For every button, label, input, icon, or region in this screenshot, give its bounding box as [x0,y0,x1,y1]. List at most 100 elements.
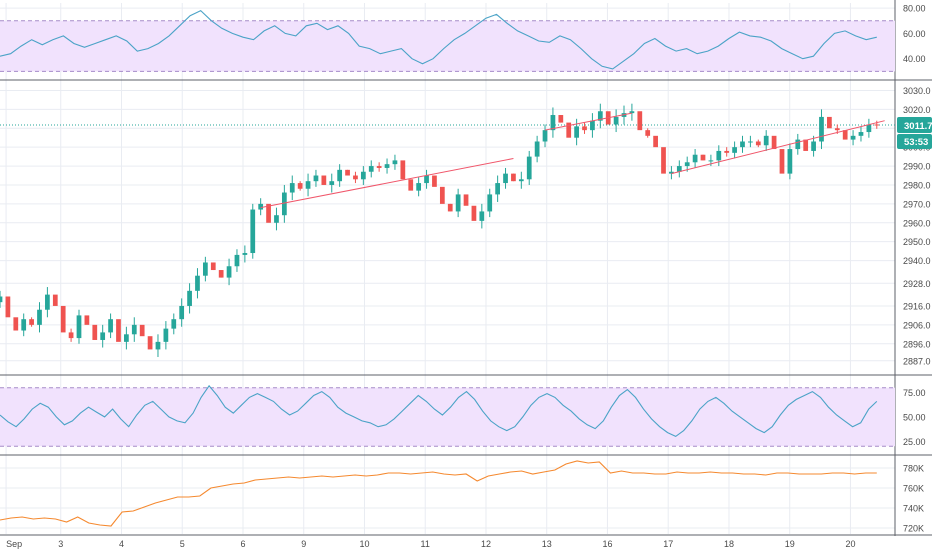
candle-body [518,179,524,182]
candle-body [874,124,880,126]
candle-body [21,319,27,331]
candle-body [329,181,335,185]
candle-body [566,122,572,138]
candle-body [210,262,216,271]
series-layer [0,9,885,527]
oscillator-top-tick-label: 40.00 [903,54,926,64]
candle-body [242,253,248,255]
price-tick-label: 2980.0 [903,180,931,190]
candle-body [503,173,508,184]
price-tag-bg [897,117,932,134]
candle-body [558,115,564,123]
volume-tick-label: 740K [903,504,924,514]
grid-layer [0,3,895,534]
x-tick-label: 19 [785,539,795,549]
x-tick-label: 3 [58,539,63,549]
x-tick-label: 11 [421,539,430,549]
candle-body [218,270,224,278]
candle-body [574,126,579,138]
price-tick-label: 3020.0 [903,105,931,115]
price-tick-label: 2887.0 [903,356,931,366]
candle-body [5,296,11,318]
price-tick-label: 3030.0 [903,86,931,96]
candle-body [45,294,50,310]
candle-body [195,275,200,291]
candle-body [771,135,777,150]
candle-body [187,290,192,306]
candle-body [716,150,722,161]
oscillator-top-tick-label: 80.00 [903,4,926,14]
candle-body [203,262,208,276]
candle-body [755,141,761,146]
candle-body [163,328,169,342]
candle-body [795,139,801,150]
candle-body [526,156,532,180]
trendline-2 [671,120,885,175]
candle-body [732,147,737,153]
candle-body [321,175,327,185]
candle-body [274,215,279,223]
candle-body [376,166,382,168]
candle-body [597,111,603,121]
candle-body [669,171,674,174]
candle-body [692,154,698,163]
candle-body [281,192,287,216]
x-tick-label: 4 [119,539,124,549]
candle-body [147,336,153,350]
candle-body [590,120,595,131]
candle-body [345,169,350,176]
candle-body [842,130,848,140]
rsi-tick-label: 25.00 [903,437,926,447]
price-tick-label: 2928.0 [903,279,931,289]
oscillator-top-tick-label: 60.00 [903,29,926,39]
candle-body [68,332,74,339]
price-tick-label: 2940.0 [903,256,931,266]
candle-body [60,305,66,333]
price-tick-label: 2896.0 [903,339,931,349]
candle-body [432,175,437,187]
candle-body [313,175,319,182]
volume-tick-label: 760K [903,484,924,494]
candle-body [52,294,58,306]
candle-body [124,334,129,342]
candle-body [811,141,816,151]
candle-body [0,296,3,303]
candle-body [763,135,769,146]
price-tick-label: 2950.0 [903,237,931,247]
candle-body [108,319,113,333]
price-tick-label: 2990.0 [903,162,931,172]
candle-body [550,115,556,131]
rsi-tick-label: 50.00 [903,412,926,422]
x-tick-label: 17 [663,539,673,549]
candle-body [700,154,706,161]
candle-body [29,319,34,325]
candle-body [827,116,832,129]
candle-body [155,341,161,350]
trendline-1 [260,158,514,209]
candle-body [495,183,500,195]
rsi-band [0,387,895,447]
candle-body [92,324,98,340]
x-tick-label: 20 [845,539,855,549]
candle-body [179,305,185,320]
candle-body [637,111,643,131]
candle-body [676,166,682,172]
candle-body [84,315,90,325]
candle-body [534,141,540,157]
candle-body [834,128,840,131]
candle-body [266,203,271,223]
price-tick-label: 2906.0 [903,320,931,330]
candle-body [803,139,809,151]
candle-body [471,205,477,221]
x-tick-label: 16 [602,539,612,549]
candle-body [487,194,493,212]
candle-body [368,166,374,172]
panels-layer [0,0,932,536]
candle-body [305,181,311,189]
candle-body [116,319,121,342]
volume-series-line [0,460,877,527]
oscillator-top-series-line [0,9,877,70]
axis-layer: 80.00 60.00 40.00 75.00 50.00 25.00 780K 760K 74… [6,4,932,549]
candle-body [289,183,295,193]
